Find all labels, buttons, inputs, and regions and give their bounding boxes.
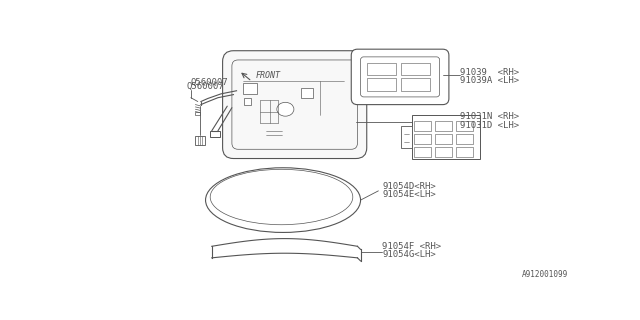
Text: 91054F <RH>: 91054F <RH> — [382, 242, 442, 251]
Text: 91039A <LH>: 91039A <LH> — [460, 76, 519, 85]
Bar — [367, 78, 396, 91]
Ellipse shape — [277, 102, 294, 116]
Bar — [244, 99, 250, 105]
Text: 91039  <RH>: 91039 <RH> — [460, 68, 519, 77]
Text: A912001099: A912001099 — [522, 270, 568, 279]
Bar — [435, 134, 452, 144]
Bar — [401, 63, 430, 75]
Bar — [414, 147, 431, 157]
Bar — [367, 63, 396, 75]
Text: FRONT: FRONT — [255, 71, 280, 80]
Bar — [412, 115, 480, 159]
Bar — [456, 121, 473, 131]
Bar — [243, 83, 257, 94]
Bar — [414, 121, 431, 131]
Text: 91054E<LH>: 91054E<LH> — [382, 190, 436, 199]
Bar — [435, 147, 452, 157]
Text: Q560007: Q560007 — [191, 78, 228, 87]
FancyBboxPatch shape — [223, 51, 367, 158]
Text: 91054G<LH>: 91054G<LH> — [382, 250, 436, 259]
Ellipse shape — [205, 168, 360, 232]
Bar — [401, 78, 430, 91]
Bar — [195, 136, 205, 145]
Text: 91054D<RH>: 91054D<RH> — [382, 182, 436, 191]
Bar — [435, 121, 452, 131]
Bar — [401, 126, 412, 148]
Text: Q560007: Q560007 — [187, 82, 225, 91]
Bar — [414, 134, 431, 144]
Text: 91031N <RH>: 91031N <RH> — [460, 112, 519, 121]
Bar — [195, 112, 200, 116]
FancyBboxPatch shape — [351, 49, 449, 105]
Text: 91031D <LH>: 91031D <LH> — [460, 121, 519, 130]
Bar — [210, 131, 220, 137]
Bar — [456, 147, 473, 157]
Bar — [456, 134, 473, 144]
Bar — [301, 88, 313, 99]
